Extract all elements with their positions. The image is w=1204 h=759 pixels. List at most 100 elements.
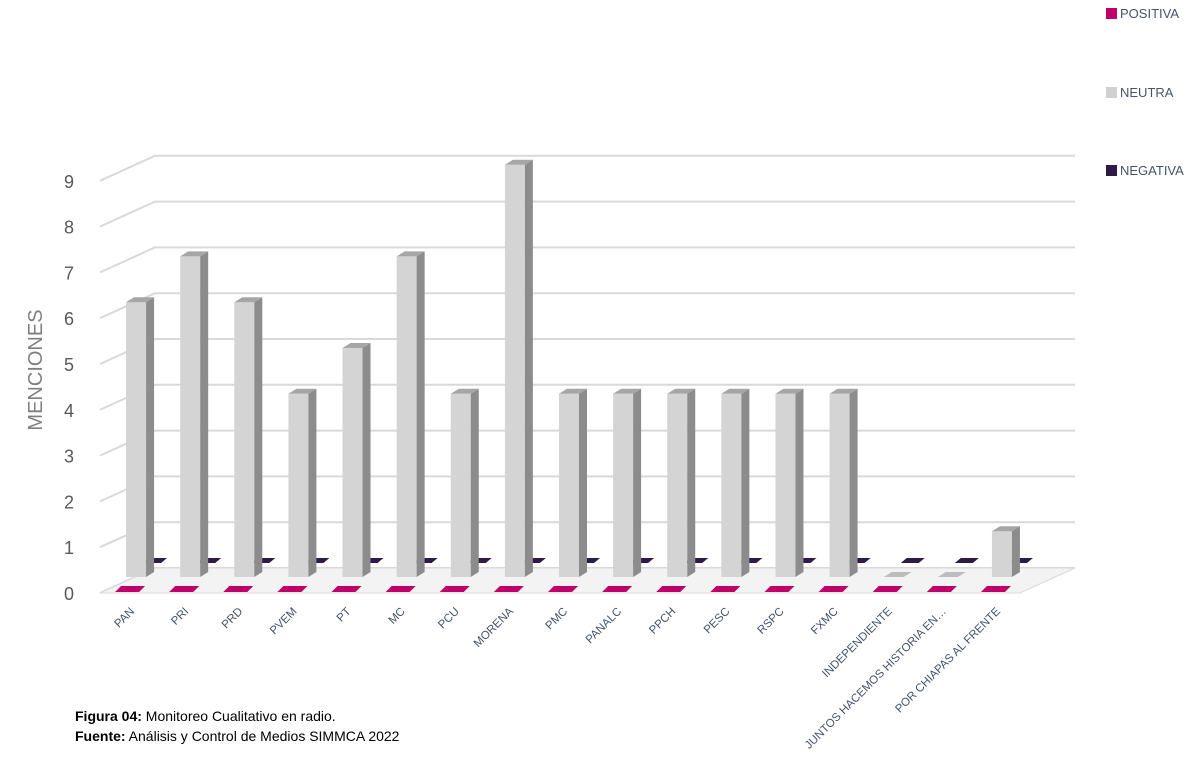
figure-label: Figura 04: bbox=[75, 708, 142, 724]
gridline bbox=[99, 475, 1075, 503]
source-text: Análisis y Control de Medios SIMMCA 2022 bbox=[125, 728, 400, 744]
y-tick-label: 0 bbox=[64, 584, 74, 604]
x-tick-label: PRD bbox=[220, 606, 246, 632]
bar-neutra bbox=[180, 256, 201, 577]
x-tick-label: PESC bbox=[702, 606, 733, 637]
bar-negativa bbox=[900, 558, 925, 563]
gridline bbox=[99, 429, 1075, 457]
bar-neutra-side bbox=[687, 388, 696, 577]
bar-neutra-side bbox=[416, 251, 425, 577]
bar-neutra-top bbox=[234, 297, 263, 303]
bar-neutra-top bbox=[126, 297, 155, 303]
y-tick-label: 7 bbox=[64, 263, 74, 283]
bar-positiva bbox=[872, 586, 903, 592]
bar-neutra-top bbox=[504, 159, 533, 165]
bar-neutra bbox=[126, 302, 147, 577]
legend-label: POSITIVA bbox=[1120, 6, 1179, 21]
bar-neutra-side bbox=[633, 388, 642, 577]
bar-positiva bbox=[656, 586, 687, 592]
bar-neutra-side bbox=[741, 388, 750, 577]
bar-neutra-side bbox=[362, 343, 371, 577]
source-label: Fuente: bbox=[75, 728, 126, 744]
x-tick-label: PCU bbox=[436, 606, 462, 632]
bar-positiva bbox=[439, 586, 470, 592]
bar-neutra-top bbox=[342, 343, 371, 348]
figure-text: Monitoreo Cualitativo en radio. bbox=[141, 708, 336, 724]
bar-positiva bbox=[223, 586, 254, 592]
y-tick-label: 9 bbox=[64, 172, 74, 192]
x-tick-label: RSPC bbox=[756, 606, 787, 637]
bar-positiva bbox=[385, 586, 416, 592]
x-tick-label: PT bbox=[335, 606, 354, 625]
bar-positiva bbox=[710, 586, 741, 592]
bar-neutra bbox=[396, 256, 417, 577]
bar-neutra-side bbox=[200, 251, 209, 577]
bar-neutra-side bbox=[795, 388, 804, 577]
bar-positiva bbox=[169, 586, 200, 592]
y-tick-label: 1 bbox=[64, 538, 74, 558]
bar-positiva bbox=[818, 586, 849, 592]
y-tick-label: 3 bbox=[64, 447, 74, 467]
figure-caption: Figura 04: Monitoreo Cualitativo en radi… bbox=[75, 706, 399, 746]
x-tick-label: PANALC bbox=[584, 606, 624, 646]
y-tick-label: 2 bbox=[64, 492, 74, 512]
y-tick-label: 4 bbox=[64, 401, 74, 421]
y-axis-ticks: 0 1 2 3 4 5 6 7 8 9 bbox=[64, 172, 74, 604]
legend-swatch bbox=[1106, 165, 1117, 176]
gridlines bbox=[99, 154, 1075, 594]
bar-positiva bbox=[764, 586, 795, 592]
gridline bbox=[99, 292, 1075, 320]
bar-neutra-top bbox=[180, 251, 209, 257]
bar-neutra-side bbox=[524, 159, 533, 578]
bar-positiva bbox=[548, 586, 578, 592]
bar-neutra-side bbox=[579, 388, 587, 577]
bar-neutra-top bbox=[613, 388, 642, 394]
y-tick-label: 8 bbox=[64, 218, 74, 238]
bar-neutra bbox=[613, 393, 634, 577]
x-tick-label: MORENA bbox=[472, 605, 516, 649]
y-tick-label: 5 bbox=[64, 355, 74, 375]
bar-neutra bbox=[559, 393, 579, 577]
bar-neutra bbox=[937, 572, 966, 577]
bar-positiva bbox=[602, 586, 633, 592]
bar-neutra-top bbox=[991, 526, 1020, 532]
gridline bbox=[99, 200, 1075, 228]
bar-neutra bbox=[504, 164, 525, 578]
bar-neutra bbox=[775, 393, 796, 577]
gridline bbox=[99, 246, 1075, 274]
bar-positiva bbox=[980, 586, 1011, 592]
bar-neutra bbox=[667, 393, 688, 577]
legend-item: POSITIVA bbox=[1106, 6, 1179, 21]
bar-neutra bbox=[883, 572, 912, 577]
legend-label: NEGATIVA bbox=[1120, 163, 1184, 178]
bar-negativa bbox=[954, 558, 979, 563]
legend-swatch bbox=[1106, 8, 1117, 19]
bar-neutra-side bbox=[470, 388, 479, 577]
bar-neutra-side bbox=[849, 388, 858, 577]
gridline bbox=[99, 338, 1075, 365]
x-tick-label: FXMC bbox=[809, 606, 841, 638]
y-axis-label: MENCIONES bbox=[25, 309, 47, 430]
x-tick-label: POR CHIAPAS AL FRENTE bbox=[893, 605, 1003, 715]
bar-positiva bbox=[493, 586, 524, 592]
bar-neutra bbox=[234, 302, 255, 577]
legend-item: NEUTRA bbox=[1106, 85, 1173, 100]
bar-neutra-side bbox=[254, 297, 263, 577]
bar-neutra-top bbox=[450, 388, 479, 394]
bars bbox=[115, 159, 1033, 592]
gridline bbox=[99, 521, 1075, 549]
bar-neutra bbox=[342, 348, 363, 577]
bar-neutra bbox=[721, 393, 742, 577]
bar-positiva bbox=[331, 586, 362, 592]
bar-neutra bbox=[288, 393, 309, 577]
x-tick-label: PRI bbox=[169, 606, 191, 628]
x-tick-label: PVEM bbox=[268, 606, 300, 638]
bar-neutra-side bbox=[1011, 526, 1020, 577]
legend: POSITIVA NEUTRA NEGATIVA bbox=[1106, 0, 1204, 200]
x-tick-label: PAN bbox=[113, 606, 138, 631]
bar-neutra-top bbox=[288, 388, 317, 394]
y-tick-label: 6 bbox=[64, 309, 74, 329]
bar-neutra bbox=[829, 393, 850, 577]
bar-neutra-top bbox=[559, 388, 587, 394]
